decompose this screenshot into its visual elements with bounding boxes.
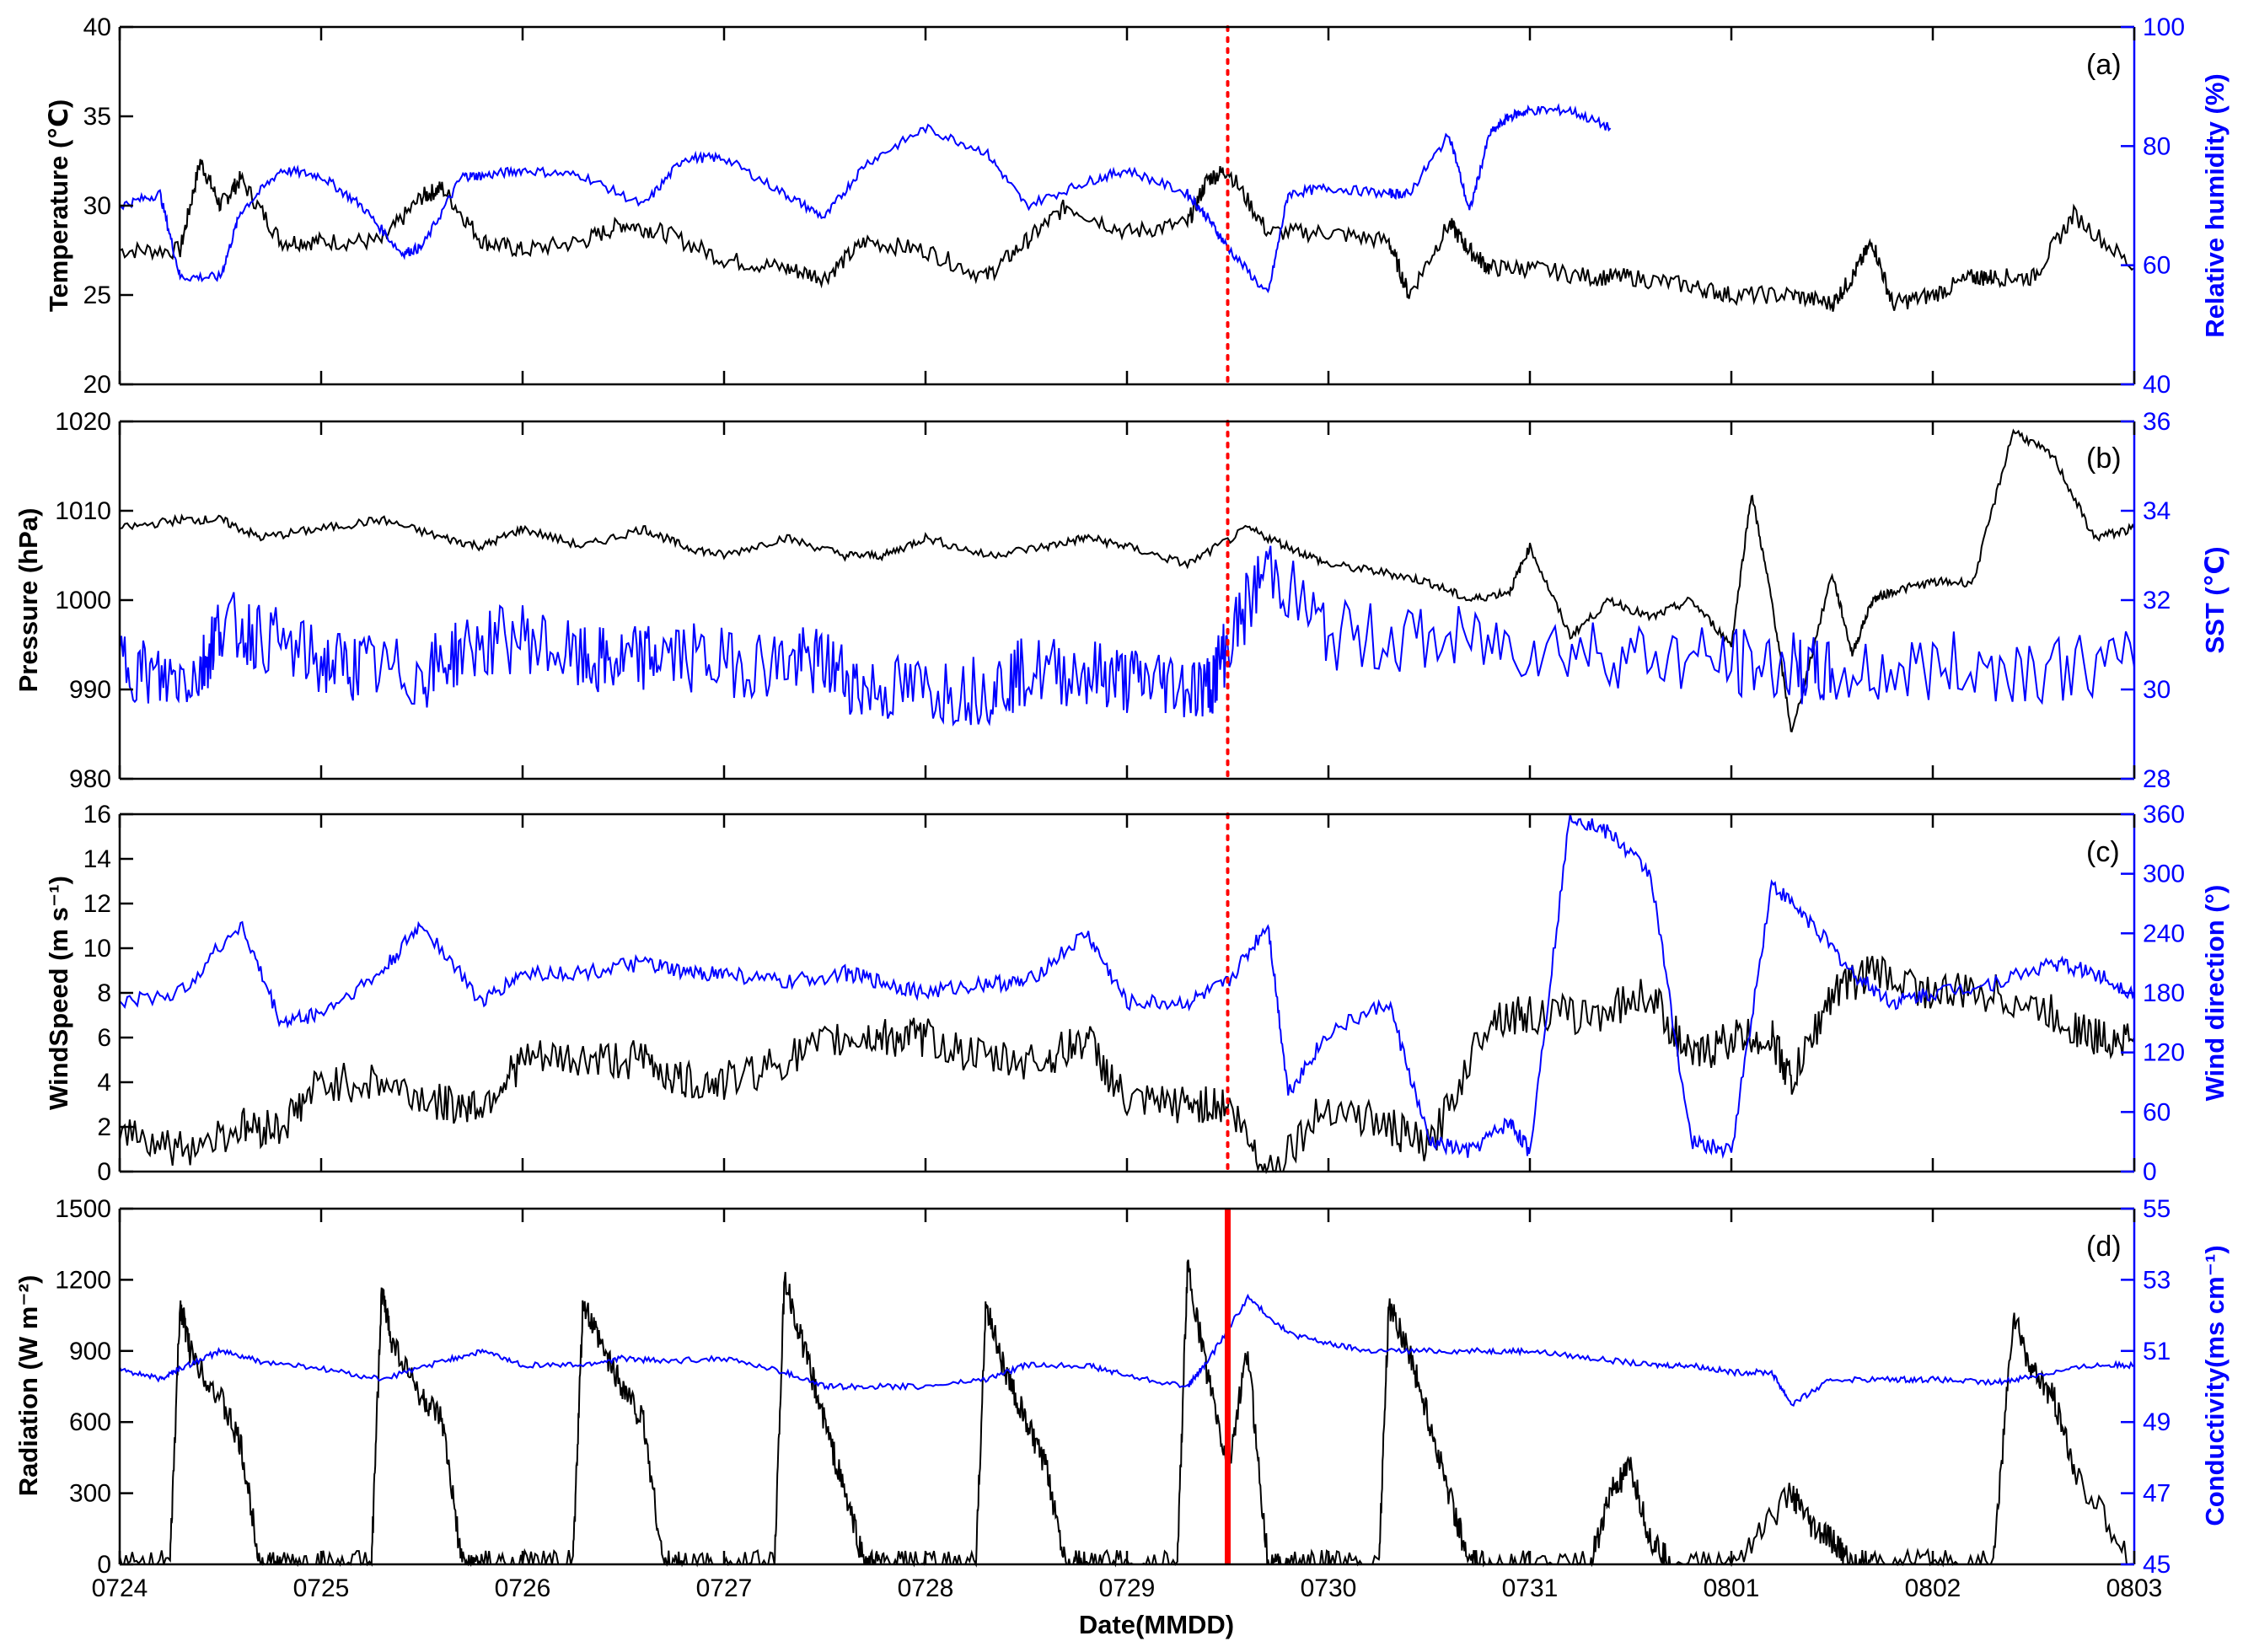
left-y-tick-label: 6 [97,1024,111,1052]
left-y-tick-label: 35 [83,103,111,131]
right-y-tick-label: 100 [2143,13,2185,41]
right-y-tick-label: 49 [2143,1408,2171,1436]
panel-3-series-right-line [119,813,2135,1160]
panel-1-series-right-line [119,103,1612,293]
x-tick-label: 0730 [1301,1574,1357,1602]
left-y-tick-label: 0 [97,1551,111,1579]
left-y-tick-label: 8 [97,979,111,1007]
left-y-tick-label: 1010 [55,497,111,525]
x-tick-label: 0803 [2106,1574,2163,1602]
panel-d: (d) Radiation (W m⁻²) Conductivity(ms cm… [13,1231,2230,1639]
left-y-tick-label: 1500 [55,1195,111,1223]
right-y-tick-label: 30 [2143,676,2171,704]
left-y-tick-label: 600 [69,1408,111,1436]
right-y-tick-label: 60 [2143,252,2171,280]
left-y-tick-label: 25 [83,282,111,309]
left-y-tick-label: 16 [83,801,111,829]
left-y-tick-label: 1000 [55,587,111,614]
left-y-tick-label: 12 [83,890,111,918]
panel-b-left-axis-label: Pressure (hPa) [13,508,43,693]
panel-tag-d: (d) [2086,1231,2122,1263]
right-y-tick-label: 60 [2143,1098,2171,1126]
right-y-tick-label: 0 [2143,1158,2157,1186]
right-y-tick-label: 300 [2143,861,2185,888]
panel-d-left-axis-label: Radiation (W m⁻²) [13,1275,43,1497]
x-tick-label: 0725 [293,1574,350,1602]
x-axis-label: Date(MMDD) [1079,1610,1234,1639]
x-tick-label: 0729 [1099,1574,1156,1602]
panel-a-left-axis-label: Temperature (℃) [44,99,73,312]
panel-d-right-axis-label: Conductivity(ms cm⁻¹) [2200,1245,2230,1526]
left-y-tick-label: 30 [83,192,111,220]
x-tick-label: 0726 [495,1574,551,1602]
left-y-tick-label: 1200 [55,1266,111,1294]
x-tick-label: 0728 [898,1574,954,1602]
right-y-tick-label: 32 [2143,587,2171,614]
panel-4-series-left-line [119,1259,2135,1568]
panel-c: (c) WindSpeed (m s⁻¹) Wind direction (°) [44,836,2230,1110]
right-y-tick-label: 240 [2143,920,2185,947]
panel-tag-a: (a) [2086,49,2122,81]
right-y-tick-label: 51 [2143,1338,2171,1365]
left-y-tick-label: 2 [97,1113,111,1141]
panel-2-series-left-line [119,428,2135,732]
x-tick-label: 0731 [1502,1574,1559,1602]
right-y-tick-label: 80 [2143,132,2171,160]
panel-c-right-axis-label: Wind direction (°) [2200,885,2230,1102]
x-tick-label: 0802 [1905,1574,1961,1602]
x-tick-label: 0801 [1704,1574,1760,1602]
panel-c-left-axis-label: WindSpeed (m s⁻¹) [44,876,73,1110]
left-y-tick-label: 0 [97,1158,111,1186]
right-y-tick-label: 360 [2143,801,2185,829]
left-y-tick-label: 14 [83,845,111,873]
panel-b: (b) Pressure (hPa) SST (℃) [13,442,2230,692]
panel-4-plot: 0724 0725 0726 0727 0728 0729 0730 0731 0801 0802… [55,1195,2171,1602]
plot-layer: 2025303540406080100980990100010101020283… [55,13,2185,1602]
panel-b-right-axis-label: SST (℃) [2200,546,2230,653]
panel-a: (a) Temperature (℃) Relative humidity (%… [44,49,2230,338]
left-y-tick-label: 4 [97,1069,111,1097]
panel-3-series-left-line [119,955,2135,1175]
right-y-tick-label: 180 [2143,979,2185,1007]
panel-tag-c: (c) [2086,836,2120,868]
right-y-tick-label: 34 [2143,497,2171,525]
left-y-tick-label: 10 [83,935,111,963]
panel-2-series-right-line [119,545,2135,727]
panel-3-plot: 0 2 4 6 8 10 12 14 16 0 60 120 180 240 300 360 [83,801,2185,1186]
panel-1-plot: 20 25 30 35 40 40 60 80 100 [83,13,2185,399]
panel-4-series-right-line [119,1293,2135,1408]
panel-tag-b: (b) [2086,442,2122,475]
right-y-tick-label: 55 [2143,1195,2171,1223]
left-y-tick-label: 20 [83,371,111,399]
left-y-tick-label: 980 [69,765,111,793]
panel-a-right-axis-label: Relative humidity (%) [2200,73,2230,338]
left-y-tick-label: 40 [83,13,111,41]
right-y-tick-label: 45 [2143,1551,2171,1579]
x-tick-label: 0724 [92,1574,148,1602]
left-y-tick-label: 1020 [55,408,111,436]
right-y-tick-label: 40 [2143,371,2171,399]
right-y-tick-label: 28 [2143,765,2171,793]
right-y-tick-label: 36 [2143,408,2171,436]
right-y-tick-label: 53 [2143,1266,2171,1294]
left-y-tick-label: 990 [69,676,111,704]
left-y-tick-label: 900 [69,1338,111,1365]
x-tick-label: 0727 [696,1574,753,1602]
right-y-tick-label: 120 [2143,1039,2185,1067]
left-y-tick-label: 300 [69,1480,111,1508]
right-y-tick-label: 47 [2143,1480,2171,1508]
panel-2-plot: 980 990 1000 1010 1020 28 30 32 34 36 [55,408,2171,793]
panel-1-series-left-line [119,158,2135,312]
